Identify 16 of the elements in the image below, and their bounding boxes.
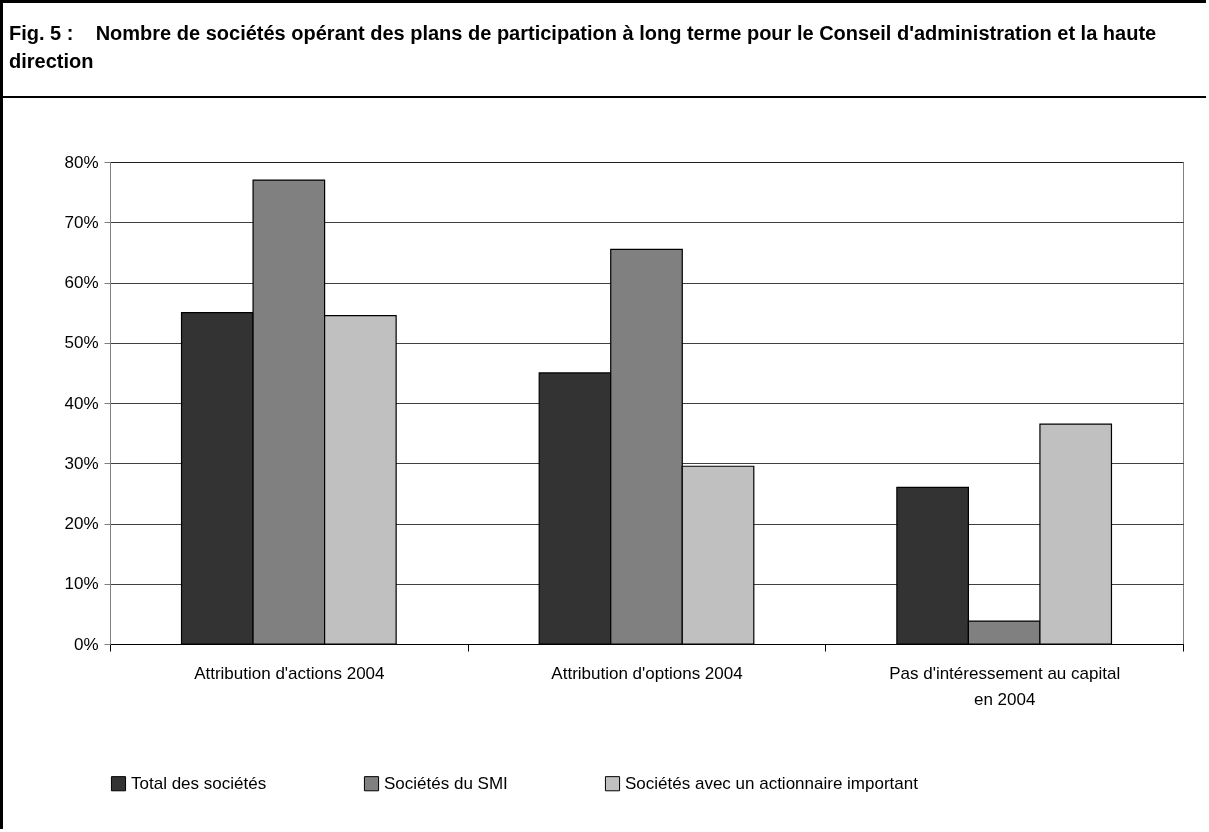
y-tick-label: 10%: [64, 574, 99, 594]
y-tick-label: 50%: [64, 333, 99, 353]
chart-title: Fig. 5 : Nombre de sociétés opérant des plans de participation à long terme pour le Conseil d'administration et la haute direction: [3, 3, 1206, 98]
y-tick-label: 30%: [64, 453, 99, 473]
y-tick-label: 20%: [64, 514, 99, 533]
y-tick-label: 60%: [64, 273, 99, 292]
legend-label: Sociétés avec un actionnaire important: [625, 773, 919, 793]
x-tick-label: Pas d'intéressement au capital en 2004: [889, 663, 1121, 709]
y-tick-label: 40%: [64, 393, 99, 413]
y-tick-label: 70%: [64, 212, 99, 232]
legend-label: Total des sociétés: [131, 773, 267, 793]
x-tick-label: Attribution d'options 2004: [551, 663, 743, 683]
y-tick-label: 80%: [64, 152, 99, 172]
x-tick-label: Attribution d'actions 2004: [194, 663, 385, 683]
y-tick-label: 0%: [73, 634, 99, 654]
legend-label: Sociétés du SMI: [384, 773, 508, 793]
